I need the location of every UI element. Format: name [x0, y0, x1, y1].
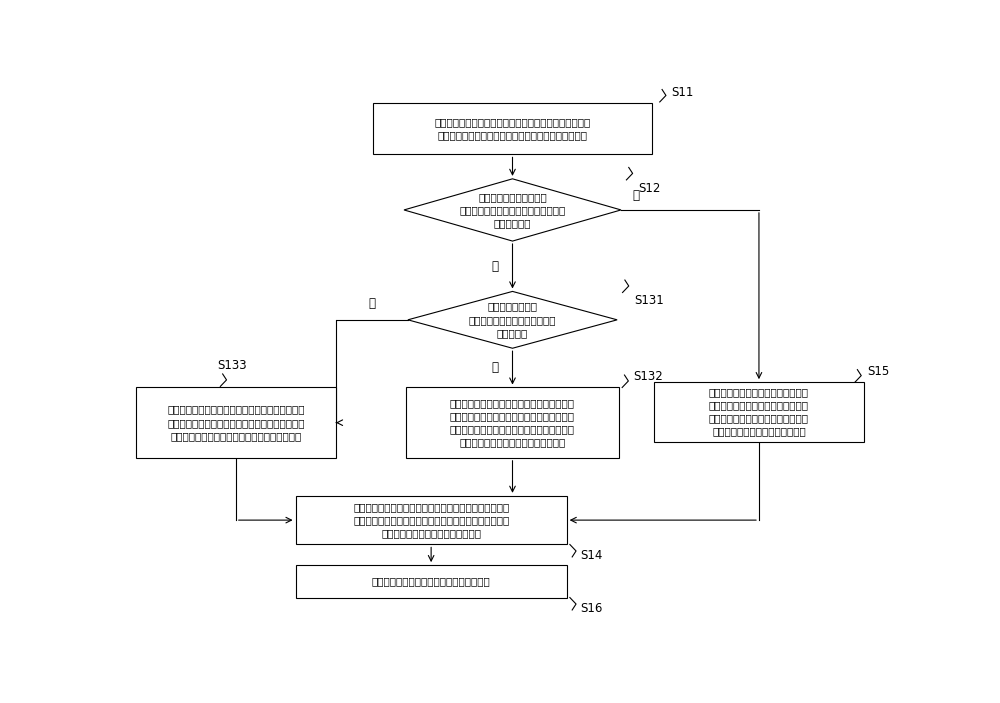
Text: S14: S14: [581, 549, 603, 562]
FancyBboxPatch shape: [136, 387, 336, 458]
Text: 选择模値最大的极値点，并从所选择的极値点
所对应的检测数据之后的盲区宽度内确定具有
峰値及谷値的检测数据，并将所述极値点和峰
値及谷値所对应的检测数据作为关键点: 选择模値最大的极値点，并从所选择的极値点 所对应的检测数据之后的盲区宽度内确定具…: [450, 398, 575, 448]
FancyBboxPatch shape: [406, 387, 619, 458]
Text: 确定各所述极値点
所对应的检测数据是否位于一个
盲区宽度内: 确定各所述极値点 所对应的检测数据是否位于一个 盲区宽度内: [469, 302, 556, 338]
Text: 是: 是: [492, 361, 499, 375]
Text: S133: S133: [217, 359, 247, 373]
Text: 基于向测试光纤所发射的测试信号来接收和采集所述测试
光纤的反射信号，以得到对应所述反射信号的检测数据: 基于向测试光纤所发射的测试信号来接收和采集所述测试 光纤的反射信号，以得到对应所…: [434, 117, 591, 141]
Text: 将所采集的检测数据分区间的计算平
均値，再从各区间中选取一个检测数
据作为关键点，将相应区间的平均値
作为所选取的关键点所对应的数値: 将所采集的检测数据分区间的计算平 均値，再从各区间中选取一个检测数 据作为关键点…: [709, 387, 809, 437]
Text: 是: 是: [492, 259, 499, 273]
Text: S15: S15: [867, 365, 890, 378]
Text: 否: 否: [633, 189, 640, 202]
Text: 否: 否: [368, 297, 375, 310]
Text: 将所确定的各关键点按时序连线并予以显示: 将所确定的各关键点按时序连线并予以显示: [372, 576, 490, 586]
Text: 从每个所述极値点所对应的检测数据之后的盲区宽
度内确定具有峰値及谷値的检测数据，并将所述极
値点和峰値及谷値所对应的检测数据作为关键点: 从每个所述极値点所对应的检测数据之后的盲区宽 度内确定具有峰値及谷値的检测数据，…: [167, 404, 305, 441]
FancyBboxPatch shape: [373, 103, 652, 155]
Text: S12: S12: [638, 181, 660, 195]
Polygon shape: [404, 179, 621, 241]
FancyBboxPatch shape: [654, 382, 864, 441]
Text: S131: S131: [634, 294, 664, 307]
Text: 将所确定的关键点所间隔开的其他检测数据进行分区间的
平均计算，并将从每个区间的检测数据中选取一个检测数
据作为对应相应区间平均値的关键点: 将所确定的关键点所间隔开的其他检测数据进行分区间的 平均计算，并将从每个区间的检…: [353, 502, 509, 538]
Polygon shape: [408, 292, 617, 348]
Text: S16: S16: [581, 602, 603, 615]
Text: 将所采集的检测数据进行
小波域的变换，并从高频系数中确定是
否包含极値点: 将所采集的检测数据进行 小波域的变换，并从高频系数中确定是 否包含极値点: [459, 192, 566, 228]
Text: S132: S132: [633, 370, 663, 383]
Text: S11: S11: [671, 86, 694, 98]
FancyBboxPatch shape: [296, 565, 567, 598]
FancyBboxPatch shape: [296, 496, 567, 544]
